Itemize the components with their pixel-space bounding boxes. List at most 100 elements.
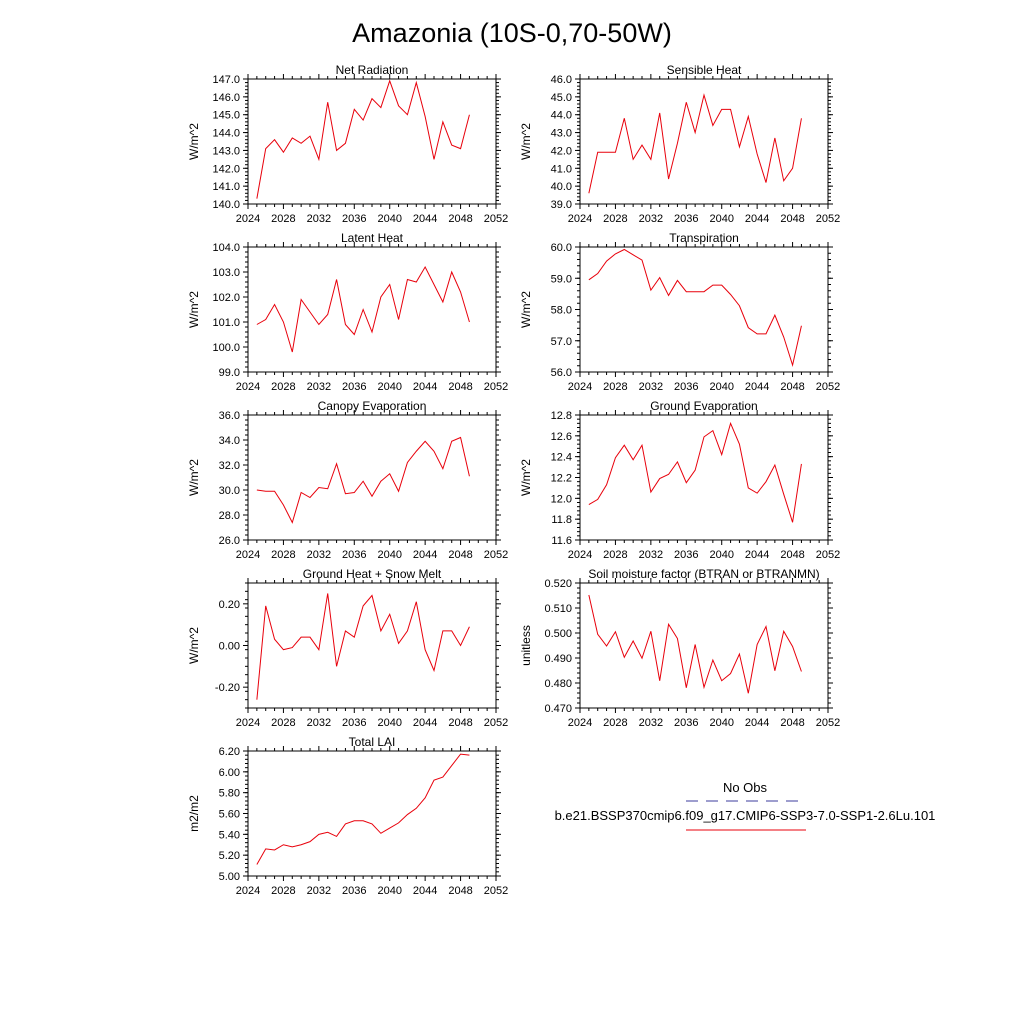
x-tick-label: 2024 [568, 549, 592, 561]
x-tick-label: 2036 [342, 717, 366, 729]
y-tick-label: 147.0 [212, 74, 240, 86]
plot-frame [579, 414, 829, 541]
x-tick-label: 2032 [307, 885, 331, 897]
y-tick-label: 34.0 [219, 435, 240, 447]
x-tick-label: 2052 [816, 213, 840, 225]
x-tick-label: 2044 [745, 213, 769, 225]
x-tick-label: 2028 [271, 213, 295, 225]
y-axis-label: m2/m2 [187, 795, 201, 832]
x-tick-label: 2032 [639, 213, 663, 225]
y-tick-label: 43.0 [551, 128, 572, 140]
panel-title: Total LAI [349, 735, 396, 749]
x-tick-label: 2044 [413, 381, 437, 393]
y-tick-label: 12.2 [551, 473, 572, 485]
chart-panel: Sensible Heat W/m^2 2024 2028 2032 2036 2040 20… [519, 63, 840, 225]
chart-panel: Total LAI m2/m2 2024 2028 2032 2036 2040 2044 20… [187, 735, 508, 897]
y-tick-label: 141.0 [212, 181, 240, 193]
x-tick-label: 2044 [413, 213, 437, 225]
x-tick-label: 2028 [271, 717, 295, 729]
x-tick-label: 2032 [639, 381, 663, 393]
y-tick-label: 5.00 [219, 871, 240, 883]
y-tick-label: 28.0 [219, 510, 240, 522]
y-tick-label: 102.0 [212, 292, 240, 304]
x-tick-label: 2052 [484, 213, 508, 225]
y-tick-label: 0.520 [544, 578, 572, 590]
y-tick-label: 104.0 [212, 242, 240, 254]
y-tick-label: 0.480 [544, 678, 572, 690]
y-tick-label: 103.0 [212, 267, 240, 279]
y-tick-label: 41.0 [551, 163, 572, 175]
x-tick-label: 2032 [307, 717, 331, 729]
x-tick-label: 2024 [236, 885, 260, 897]
x-tick-label: 2028 [603, 717, 627, 729]
chart-panel: Transpiration W/m^2 2024 2028 2032 2036 2040 20… [519, 231, 840, 393]
y-tick-label: 12.4 [551, 452, 572, 464]
panel-title: Soil moisture factor (BTRAN or BTRANMN) [588, 567, 819, 581]
x-tick-label: 2028 [271, 381, 295, 393]
series-line [588, 93, 802, 194]
x-tick-label: 2044 [413, 549, 437, 561]
y-tick-label: 11.8 [551, 514, 572, 526]
x-tick-label: 2048 [448, 885, 472, 897]
plot-frame [247, 246, 497, 373]
series-line [256, 593, 470, 700]
y-tick-label: 146.0 [212, 92, 240, 104]
x-tick-label: 2024 [236, 381, 260, 393]
y-tick-label: 101.0 [212, 317, 240, 329]
y-tick-label: 5.40 [219, 829, 240, 841]
y-tick-label: 45.0 [551, 92, 572, 104]
y-tick-label: 12.0 [551, 493, 572, 505]
chart-panel: Ground Heat + Snow Melt W/m^2 2024 2028 2032… [187, 567, 508, 729]
x-tick-label: 2028 [271, 885, 295, 897]
plot-frame [247, 414, 497, 541]
series-line [256, 265, 470, 353]
series-line [588, 594, 802, 694]
y-tick-label: -0.20 [215, 682, 240, 694]
y-tick-label: 5.80 [219, 788, 240, 800]
x-tick-label: 2052 [484, 885, 508, 897]
series-line [588, 421, 802, 523]
chart-panel: Canopy Evaporation W/m^2 2024 2028 2032 2036 2… [187, 399, 508, 561]
series-line [256, 79, 470, 199]
x-tick-label: 2024 [236, 213, 260, 225]
y-tick-label: 142.0 [212, 163, 240, 175]
y-tick-label: 44.0 [551, 110, 572, 122]
y-axis-label: W/m^2 [187, 291, 201, 328]
y-tick-label: 46.0 [551, 74, 572, 86]
y-tick-label: 140.0 [212, 199, 240, 211]
y-tick-label: 40.0 [551, 181, 572, 193]
x-tick-label: 2052 [816, 381, 840, 393]
x-tick-label: 2024 [568, 381, 592, 393]
y-tick-label: 12.6 [551, 431, 572, 443]
chart-panel: Ground Evaporation W/m^2 2024 2028 2032 2036 2… [519, 399, 840, 561]
y-tick-label: 12.8 [551, 410, 572, 422]
x-tick-label: 2048 [780, 381, 804, 393]
y-tick-label: 0.510 [544, 603, 572, 615]
plot-frame [247, 750, 497, 877]
y-tick-label: 100.0 [212, 342, 240, 354]
x-tick-label: 2024 [568, 213, 592, 225]
x-tick-label: 2036 [342, 213, 366, 225]
x-tick-label: 2044 [745, 549, 769, 561]
y-axis-label: W/m^2 [519, 291, 533, 328]
plot-frame [247, 582, 497, 709]
x-tick-label: 2040 [377, 885, 401, 897]
x-tick-label: 2040 [709, 381, 733, 393]
x-tick-label: 2044 [745, 717, 769, 729]
x-tick-label: 2048 [448, 549, 472, 561]
x-tick-label: 2036 [674, 381, 698, 393]
plot-frame [579, 78, 829, 205]
y-tick-label: 39.0 [551, 199, 572, 211]
y-tick-label: 6.00 [219, 767, 240, 779]
y-tick-label: 42.0 [551, 145, 572, 157]
panel-title: Ground Evaporation [650, 399, 757, 413]
y-tick-label: 0.470 [544, 703, 572, 715]
x-tick-label: 2036 [674, 213, 698, 225]
y-tick-label: 99.0 [219, 367, 240, 379]
y-axis-label: W/m^2 [187, 627, 201, 664]
y-axis-label: W/m^2 [519, 459, 533, 496]
panel-title: Latent Heat [341, 231, 404, 245]
y-axis-label: unitless [519, 625, 533, 666]
panel-title: Net Radiation [336, 63, 409, 77]
y-tick-label: 5.60 [219, 809, 240, 821]
